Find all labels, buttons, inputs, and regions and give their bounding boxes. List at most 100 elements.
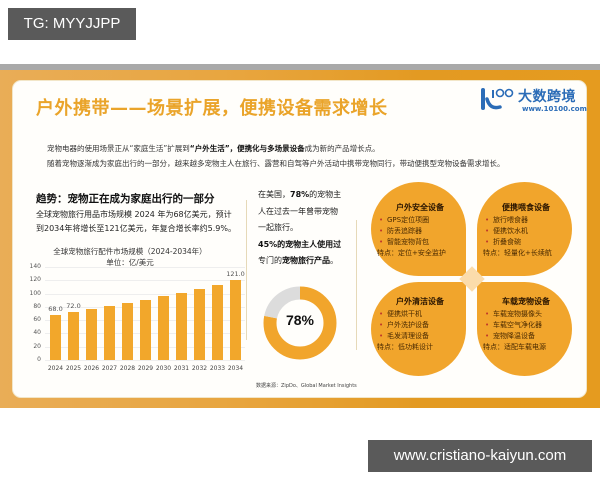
item-text: 毛发清理设备 [387, 332, 429, 340]
x-axis-tick: 2032 [191, 365, 208, 372]
bullet-icon: • [379, 321, 384, 329]
bullet-icon: • [379, 332, 384, 340]
item-text: 便携烘干机 [387, 310, 422, 318]
chart-unit: 单位：亿/美元 [106, 258, 154, 267]
y-axis-tick: 100 [29, 289, 41, 297]
category-item: • 智能宠物背包 [377, 237, 463, 248]
category-item: • 宠物降温设备 [483, 331, 569, 342]
data-label: 68.0 [48, 304, 63, 313]
category-item: • 折叠食碗 [483, 237, 569, 248]
x-axis-tick: 2028 [119, 365, 136, 372]
us-highlight: 78% [290, 190, 310, 199]
category-feature: 特点：适配车载电源 [483, 343, 546, 351]
category-outdoor-safety: 户外安全设备 • GPS定位项圈 • 防丢追踪器 • 智能宠物背包 特点：定位+安全监… [371, 182, 466, 276]
device-categories-panel: 户外安全设备 • GPS定位项圈 • 防丢追踪器 • 智能宠物背包 特点：定位+安全监… [371, 182, 572, 376]
us-line-3: 一起旅行。 [258, 223, 298, 232]
category-title: 户外安全设备 [396, 203, 444, 212]
y-axis-tick: 40 [33, 329, 41, 337]
bar-2025 [68, 312, 79, 360]
intro-line-2: 随着宠物逐渐成为家庭出行的一部分，越来越多宠物主人在旅行、露营和自驾等户外活动中… [47, 159, 505, 168]
brand-logo: 大数跨境 www.10100.com [480, 84, 587, 118]
x-axis-tick: 2025 [65, 365, 82, 372]
us-text: 的宠物主 [309, 190, 342, 199]
market-size-bar-chart: 0 20 40 60 80 100 120 140 2024 68.0 2025 72.0 2026 20… [25, 263, 250, 380]
gridline [45, 267, 245, 268]
us-line-2: 人在过去一年曾带宠物 [258, 206, 338, 216]
data-label: 72.0 [66, 302, 81, 311]
bullet-icon: • [379, 216, 384, 224]
data-label: 121.0 [226, 269, 245, 278]
bar-2029 [140, 299, 151, 360]
category-item: • 便携烘干机 [377, 309, 463, 320]
x-axis-tick: 2027 [101, 365, 118, 372]
bullet-icon: • [485, 310, 490, 318]
watermark-badge-top: TG: MYYJJPP [8, 8, 136, 40]
trend-line-1: 全球宠物旅行用品市场规模 2024 年为68亿美元，预计 [36, 210, 232, 219]
us-highlight: 45%的宠物主人使用过 [258, 239, 342, 249]
bullet-icon: • [379, 310, 384, 318]
bullet-icon: • [379, 238, 384, 246]
logo-url: www.10100.com [522, 105, 587, 113]
category-feature: 特点：低功耗设计 [377, 343, 433, 351]
bar-2026 [86, 309, 97, 360]
item-text: 车载空气净化器 [493, 321, 542, 329]
category-item: • 便携饮水机 [483, 226, 569, 237]
item-text: 车载宠物摄像头 [493, 310, 542, 318]
chart-title: 全球宠物旅行配件市场规模（2024-2034年） 单位：亿/美元 [30, 246, 230, 268]
y-axis-tick: 60 [33, 316, 41, 324]
bar-2032 [194, 288, 205, 360]
item-text: 旅行喂食器 [493, 216, 528, 224]
gridline [45, 293, 245, 295]
trend-heading: 趋势：宠物正在成为家庭出行的一部分 [36, 193, 215, 205]
divider [246, 200, 247, 340]
item-text: 宠物降温设备 [493, 332, 535, 340]
us-highlight: 宠物旅行产品 [282, 256, 330, 265]
x-axis-tick: 2031 [173, 365, 190, 372]
item-text: GPS定位项圈 [387, 216, 430, 224]
donut-segment [263, 286, 337, 360]
top-grey-strip [0, 64, 600, 70]
bar-2034 [230, 279, 241, 360]
us-line-5: 专门的宠物旅行产品。 [258, 253, 341, 270]
us-line-4: 45%的宠物主人使用过 [258, 237, 341, 254]
category-item: • 毛发清理设备 [377, 331, 463, 342]
x-axis-tick: 2034 [227, 365, 244, 372]
travel-share-donut-chart [263, 286, 337, 360]
us-text: 专门的 [258, 256, 282, 265]
category-item: • 车载宠物摄像头 [483, 309, 569, 320]
bullet-icon: • [379, 227, 384, 235]
intro-paragraph: 宠物电器的使用场景正从“家庭生活”扩展到“户外生活”，便携化与多场景设备成为新的… [47, 141, 505, 171]
divider [356, 220, 357, 350]
category-item: • 防丢追踪器 [377, 226, 463, 237]
trend-text: 全球宠物旅行用品市场规模 2024 年为68亿美元，预计 到2034年将增长至1… [36, 208, 236, 236]
us-line-1: 在美国，78%的宠物主 [258, 187, 341, 204]
category-portable-feeding: 便携喂食设备 • 旅行喂食器 • 便携饮水机 • 折叠食碗 特点：轻量化+长续航 [477, 182, 572, 276]
chart-title-text: 全球宠物旅行配件市场规模（2024-2034年） [53, 247, 207, 256]
us-stats-text: 在美国，78%的宠物主 人在过去一年曾带宠物 一起旅行。 45%的宠物主人使用过… [258, 187, 341, 270]
y-axis-tick: 140 [29, 263, 41, 270]
intro-text: 成为新的产品增长点。 [304, 144, 380, 153]
10100-logo-icon [481, 88, 514, 110]
bullet-icon: • [485, 321, 490, 329]
category-item: • 户外洗护设备 [377, 320, 463, 331]
category-item: • 车载空气净化器 [483, 320, 569, 331]
watermark-badge-bottom: www.cristiano-kaiyun.com [368, 440, 592, 472]
us-text: 。 [330, 256, 338, 265]
bullet-icon: • [485, 238, 490, 246]
category-feature: 特点：轻量化+长续航 [483, 249, 552, 257]
y-axis-tick: 120 [29, 276, 41, 284]
bullet-icon: • [485, 216, 490, 224]
category-outdoor-cleaning: 户外清洁设备 • 便携烘干机 • 户外洗护设备 • 毛发清理设备 特点：低功耗设计 [371, 282, 466, 376]
item-text: 折叠食碗 [493, 238, 521, 246]
category-feature: 特点：定位+安全监护 [377, 249, 446, 257]
bar-2031 [176, 292, 187, 360]
bar-2027 [104, 306, 115, 360]
data-source: 数据来源：ZipDo、Global Market Insights [256, 383, 357, 389]
y-axis-tick: 0 [37, 356, 41, 363]
page-title: 户外携带——场景扩展，便携设备需求增长 [36, 98, 388, 119]
bar-2033 [212, 284, 223, 360]
x-axis-tick: 2030 [155, 365, 172, 372]
bullet-icon: • [485, 332, 490, 340]
donut-center-value: 78% [285, 312, 315, 328]
item-text: 防丢追踪器 [387, 227, 422, 235]
